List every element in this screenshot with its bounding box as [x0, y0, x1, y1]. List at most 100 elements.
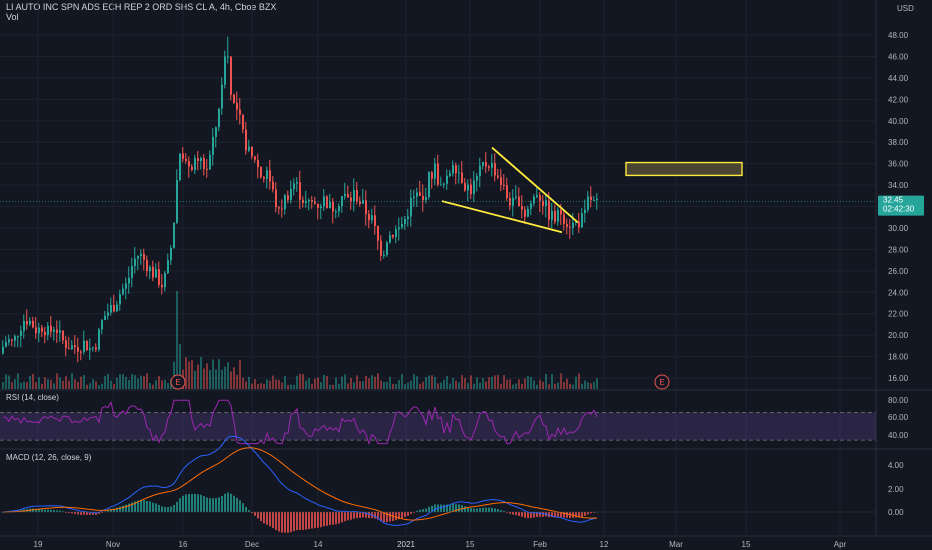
- earnings-marker[interactable]: E: [170, 374, 186, 390]
- candle-body: [122, 288, 124, 295]
- macd-histogram-bar: [491, 507, 493, 512]
- macd-histogram-bar: [359, 512, 361, 518]
- time-tick: 14: [314, 540, 323, 549]
- volume-bar: [353, 382, 355, 389]
- candle-body: [563, 214, 565, 225]
- volume-bar: [221, 369, 223, 389]
- volume-bar: [446, 375, 448, 389]
- macd-histogram-bar: [47, 509, 49, 512]
- volume-bar: [269, 380, 271, 389]
- volume-bar: [410, 380, 412, 389]
- volume-bar: [536, 384, 538, 389]
- volume-bar: [59, 377, 61, 389]
- macd-histogram-bar: [434, 504, 436, 512]
- candle-body: [500, 177, 502, 185]
- macd-histogram-bar: [497, 509, 499, 512]
- candle-body: [20, 330, 22, 337]
- volume-bar: [374, 376, 376, 389]
- macd-histogram-bar: [86, 512, 88, 515]
- macd-histogram-bar: [314, 512, 316, 529]
- macd-histogram-bar: [260, 512, 262, 522]
- candle-body: [314, 201, 316, 204]
- earnings-marker[interactable]: E: [654, 374, 670, 390]
- macd-histogram-bar: [308, 512, 310, 530]
- candle-body: [335, 211, 337, 213]
- volume-bar: [149, 382, 151, 389]
- macd-histogram-bar: [113, 508, 115, 512]
- volume-bar: [428, 375, 430, 389]
- price-tick: 48.00: [888, 31, 909, 40]
- candle-body: [341, 196, 343, 207]
- volume-bar: [179, 344, 181, 389]
- volume-bar: [17, 373, 19, 389]
- volume-bar: [512, 384, 514, 389]
- volume-bar: [416, 376, 418, 389]
- macd-histogram-bar: [254, 512, 256, 516]
- volume-bar: [533, 380, 535, 389]
- volume-bar: [224, 366, 226, 389]
- volume-bar: [509, 379, 511, 389]
- volume-bar: [50, 379, 52, 389]
- price-tick: 38.00: [888, 138, 909, 147]
- volume-bar: [434, 376, 436, 389]
- candle-body: [344, 193, 346, 197]
- volume-bar: [74, 379, 76, 389]
- candle-body: [332, 201, 334, 212]
- macd-histogram-bar: [395, 512, 397, 521]
- volume-bar: [554, 383, 556, 389]
- time-tick: Mar: [669, 540, 683, 549]
- candle-body: [482, 161, 484, 166]
- wedge-upper-line[interactable]: [491, 146, 579, 224]
- macd-histogram-bar: [383, 512, 385, 523]
- last-price-tag: 32.45 02:42:30: [878, 195, 924, 216]
- volume-bar: [386, 381, 388, 389]
- macd-histogram-bar: [584, 512, 586, 516]
- macd-histogram-bar: [467, 507, 469, 512]
- volume-bar: [266, 379, 268, 389]
- macd-histogram-bar: [203, 496, 205, 512]
- rsi-pane[interactable]: RSI (14, close) 80.00 60.00 40.00: [0, 393, 909, 446]
- candle-body: [182, 153, 184, 159]
- volume-bar: [164, 379, 166, 389]
- candle-body: [320, 206, 322, 208]
- currency-label: USD: [897, 4, 914, 13]
- volume-bar: [47, 379, 49, 389]
- macd-pane[interactable]: MACD (12, 26, close, 9) 4.00 2.00 0.00: [0, 435, 904, 533]
- volume-bar: [83, 375, 85, 389]
- candle-body: [527, 208, 529, 217]
- macd-histogram-bar: [200, 494, 202, 512]
- volume-bar: [425, 377, 427, 389]
- time-axis[interactable]: 19 Nov 16 Dec 14 2021 15 Feb 12 Mar 15 A…: [0, 535, 932, 549]
- target-zone-box[interactable]: [625, 161, 743, 177]
- price-tick: 20.00: [888, 331, 909, 340]
- macd-histogram-bar: [290, 512, 292, 533]
- wedge-lower-line[interactable]: [441, 200, 563, 234]
- volume-bar: [542, 381, 544, 389]
- macd-histogram-bar: [266, 512, 268, 525]
- macd-histogram-bar: [512, 512, 514, 515]
- macd-histogram-bar: [416, 510, 418, 512]
- candle-body: [161, 284, 163, 288]
- candle-body: [584, 209, 586, 214]
- candle-body: [101, 320, 103, 330]
- candle-body: [458, 172, 460, 174]
- candle-body: [515, 196, 517, 198]
- macd-histogram-bar: [263, 512, 265, 524]
- macd-histogram-bar: [566, 512, 568, 518]
- volume-bar: [263, 383, 265, 389]
- volume-bar: [29, 375, 31, 389]
- volume-bar: [596, 378, 598, 389]
- price-tick: 30.00: [888, 224, 909, 233]
- volume-bar: [242, 377, 244, 389]
- candle-body: [95, 347, 97, 350]
- volume-bar: [254, 379, 256, 389]
- macd-histogram-bar: [299, 512, 301, 530]
- volume-bar: [308, 378, 310, 389]
- candle-body: [575, 221, 577, 223]
- macd-histogram-bar: [323, 512, 325, 527]
- candle-body: [239, 109, 241, 115]
- candle-body: [59, 330, 61, 333]
- macd-histogram-bar: [278, 512, 280, 532]
- volume-bar: [161, 380, 163, 389]
